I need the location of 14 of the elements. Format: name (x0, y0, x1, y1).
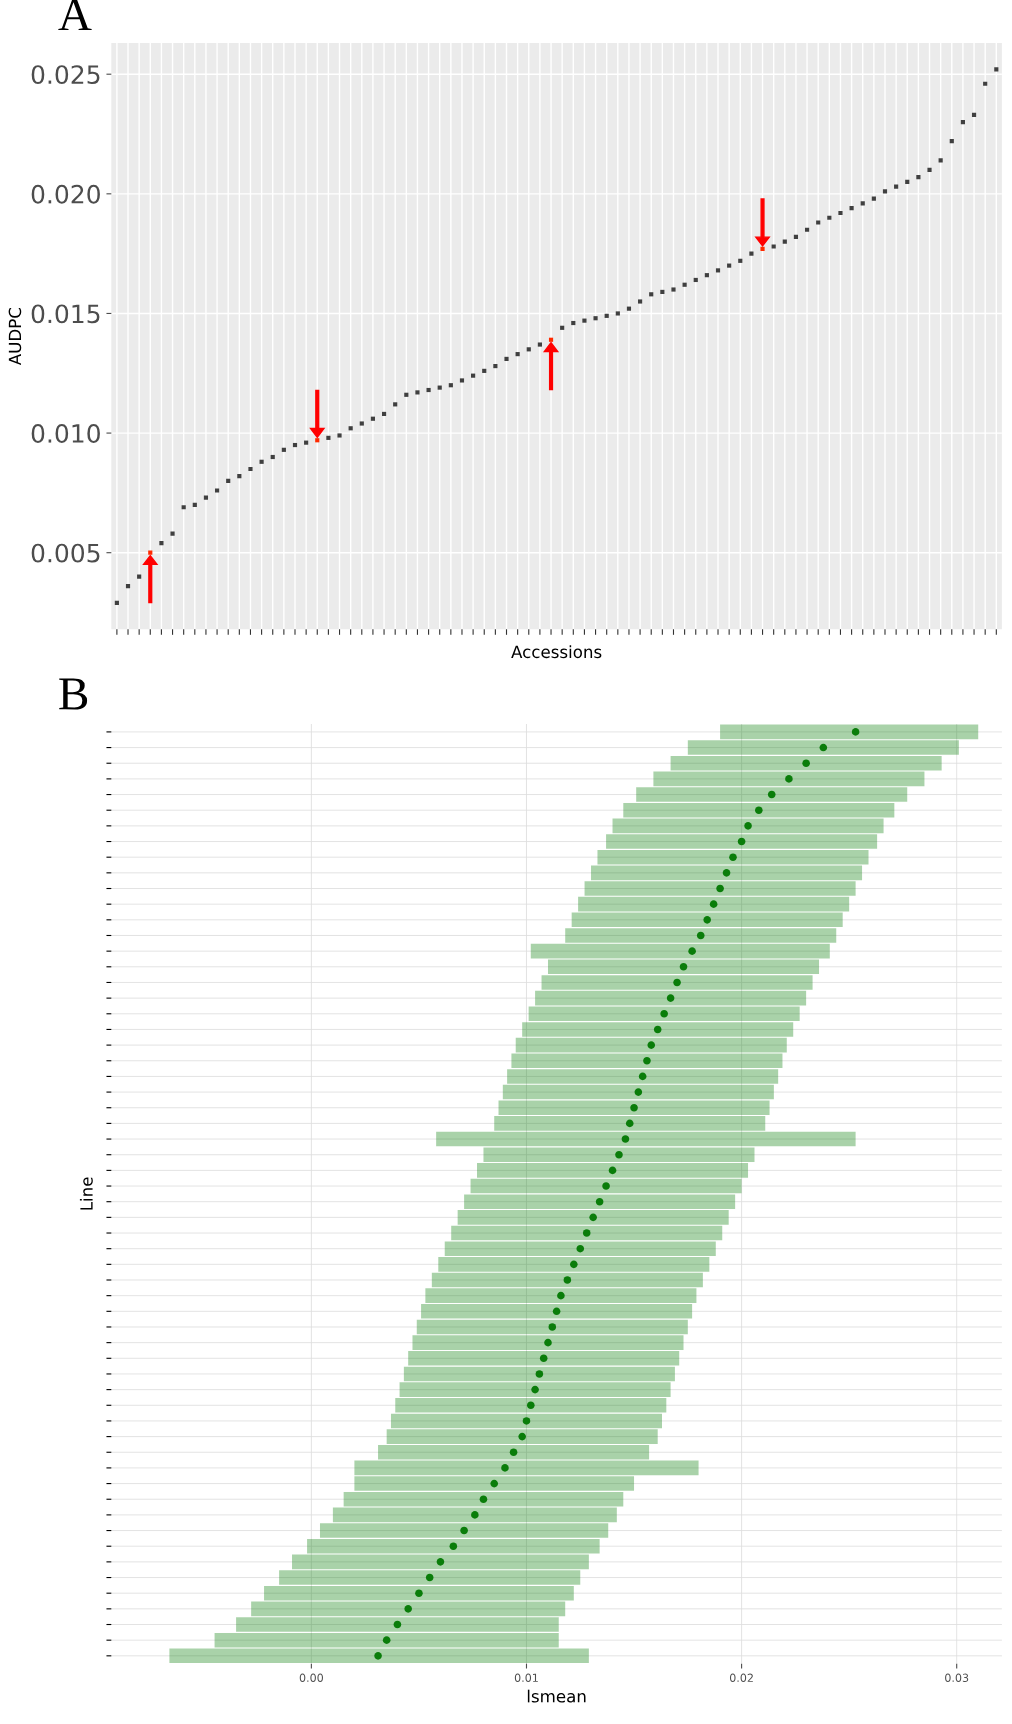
x-tick-label: 0.02 (729, 1673, 753, 1682)
y-tick-label: 0.005 (31, 543, 100, 563)
chart-title: B (59, 678, 88, 710)
y-axis-title: AUDPC (8, 308, 22, 366)
y-axis-title: Line (79, 1177, 93, 1210)
y-tick-label: 0.010 (31, 424, 100, 443)
y-tick-label: 0.025 (31, 65, 100, 85)
y-tick-label: 0.020 (31, 184, 100, 204)
x-tick-label: 0.03 (945, 1673, 969, 1682)
x-axis-title: lsmean (527, 1689, 586, 1703)
x-tick-label: 0.01 (514, 1673, 538, 1682)
x-tick-label: 0.00 (299, 1673, 324, 1682)
y-tick-label: 0.015 (31, 304, 100, 324)
x-axis-title: Accessions (511, 645, 602, 659)
